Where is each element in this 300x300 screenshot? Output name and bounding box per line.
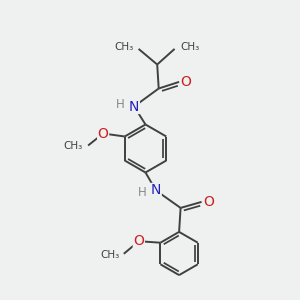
Text: H: H — [138, 186, 146, 200]
Text: O: O — [203, 195, 214, 209]
Text: O: O — [98, 127, 109, 140]
Text: CH₃: CH₃ — [180, 42, 199, 52]
Text: O: O — [134, 234, 144, 248]
Text: CH₃: CH₃ — [114, 42, 133, 52]
Text: CH₃: CH₃ — [64, 141, 83, 152]
Text: CH₃: CH₃ — [100, 250, 119, 260]
Text: H: H — [116, 98, 124, 111]
Text: O: O — [181, 75, 191, 89]
Text: N: N — [129, 100, 139, 113]
Text: N: N — [151, 184, 161, 197]
